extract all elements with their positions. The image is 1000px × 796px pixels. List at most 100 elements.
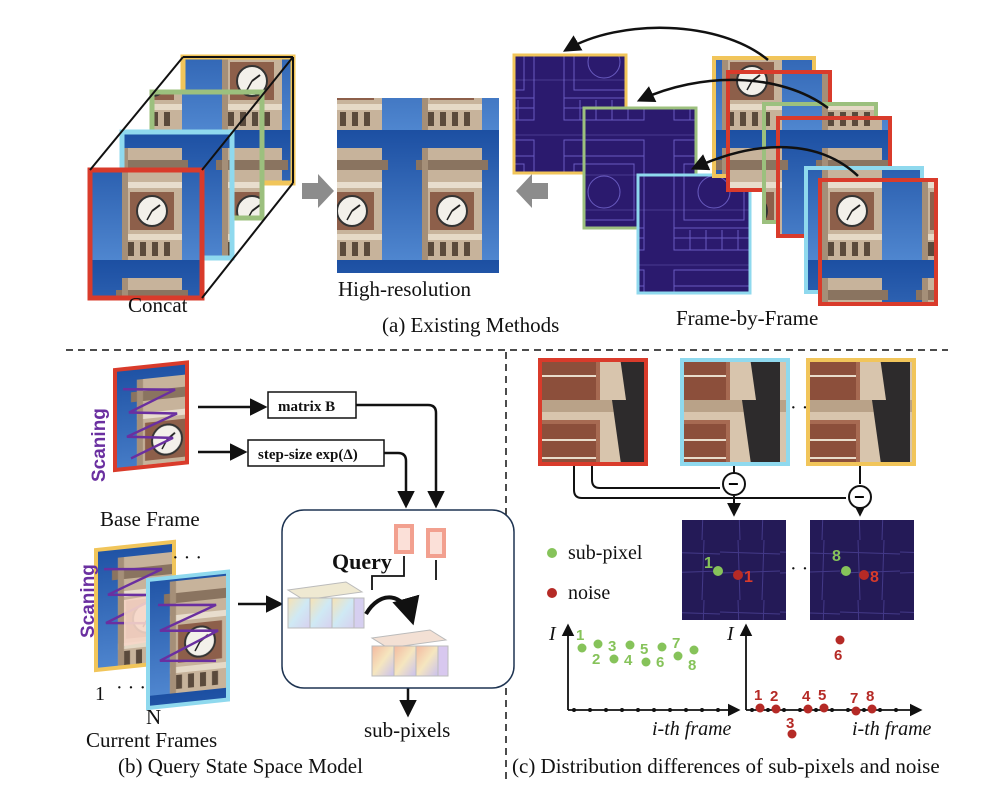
- diff-map-2-subpixel: [841, 566, 851, 576]
- subpixel-point-1: [577, 643, 587, 653]
- noise-baseline-tick: [782, 708, 786, 712]
- closeup-base: [538, 358, 648, 466]
- subpixel-point-label-6: 6: [656, 654, 664, 671]
- left-axis-i: I: [548, 623, 557, 645]
- diff-map-2-red-label: 8: [870, 569, 879, 586]
- hr-label: High-resolution: [338, 277, 471, 301]
- subpixel-baseline-tick: [636, 708, 640, 712]
- left-xlabel: i-th frame: [652, 718, 732, 740]
- subpixel-point-4: [625, 640, 635, 650]
- subpixel-point-label-7: 7: [672, 635, 680, 652]
- subpixel-point-7: [673, 651, 683, 661]
- scaning-label-bottom: Scaning: [78, 564, 99, 638]
- base-frame-image: [113, 360, 189, 473]
- subpixel-point-6: [657, 642, 667, 652]
- diff-map-1-noise: [733, 570, 743, 580]
- frames-ellipsis-bottom: · · ·: [116, 677, 146, 699]
- closeup-frame-n: [806, 358, 916, 466]
- subpixel-baseline-tick: [668, 708, 672, 712]
- matrix-b-box: [267, 391, 357, 419]
- diff-map-2-noise: [859, 570, 869, 580]
- minus-sign-2: −: [854, 487, 865, 507]
- caption-c: (c) Distribution differences of sub-pixe…: [512, 754, 940, 778]
- state-cubes-input: [286, 581, 365, 629]
- step-size-label: step-size exp(Δ): [258, 447, 358, 463]
- diff-map-2: [810, 520, 914, 620]
- subpixel-baseline-tick: [572, 708, 576, 712]
- subpixel-point-5: [641, 657, 651, 667]
- noise-point-label-4: 4: [802, 688, 811, 705]
- arrow-fbf-to-hr: [516, 174, 548, 208]
- noise-point-7: [851, 706, 861, 716]
- minus-circle-2: [848, 485, 872, 509]
- panel-a: Concat High-resolution Frame-by-Frame (a…: [87, 26, 938, 337]
- query-tokens: [394, 524, 446, 558]
- state-cubes-output: [370, 629, 449, 677]
- frame-pairs: [712, 56, 938, 306]
- diff-map-1-red-label: 1: [744, 569, 753, 586]
- base-frame-label: Base Frame: [100, 507, 200, 531]
- noise-point-label-6: 6: [834, 647, 842, 664]
- concat-stack: [87, 54, 296, 301]
- subpixel-baseline-tick: [700, 708, 704, 712]
- noise-point-label-3: 3: [786, 715, 794, 732]
- noise-baseline-tick: [878, 708, 882, 712]
- scaning-label-top: Scaning: [89, 408, 110, 482]
- matrix-b-label: matrix B: [278, 399, 335, 415]
- noise-point-label-5: 5: [818, 687, 826, 704]
- subpixel-baseline-tick: [604, 708, 608, 712]
- noise-baseline-tick: [814, 708, 818, 712]
- noise-point-5: [819, 703, 829, 713]
- diff-map-1: [682, 520, 786, 620]
- subpixel-point-label-3: 3: [608, 638, 616, 655]
- high-resolution-image: [337, 98, 499, 273]
- fbf-arrows: [562, 26, 859, 177]
- legend-noise-label: noise: [568, 582, 610, 604]
- panel-b: Scaning Base Frame matrix B step-size ex…: [78, 360, 515, 778]
- frame-1-label: 1: [95, 683, 105, 705]
- legend-noise-dot: [547, 588, 557, 598]
- ssm-transform-arrow: [364, 594, 420, 626]
- current-frames-label: Current Frames: [86, 728, 217, 752]
- subtract-connectors: [573, 466, 867, 517]
- noise-baseline-tick: [894, 708, 898, 712]
- right-plot: 1 234 5 6 7 8: [750, 635, 898, 739]
- query-label: Query: [332, 549, 392, 574]
- subpixel-baseline-tick: [716, 708, 720, 712]
- fbf-label: Frame-by-Frame: [676, 306, 818, 330]
- noise-point-label-1: 1: [754, 687, 762, 704]
- diff-map-1-subpixel: [713, 566, 723, 576]
- subpixel-point-label-5: 5: [640, 641, 648, 658]
- noise-baseline-tick: [830, 708, 834, 712]
- subpixel-point-label-8: 8: [688, 657, 696, 674]
- noise-point-6: [835, 635, 845, 645]
- noise-baseline-tick: [862, 708, 866, 712]
- current-frame-n: [146, 569, 230, 711]
- subpixel-point-label-2: 2: [592, 651, 600, 668]
- frame-n-label: N: [146, 705, 161, 729]
- subpixel-point-2: [593, 639, 603, 649]
- subpixel-baseline-tick: [684, 708, 688, 712]
- noise-baseline-tick: [846, 708, 850, 712]
- frames-ellipsis-top: · · ·: [172, 547, 202, 569]
- noise-baseline-tick: [750, 708, 754, 712]
- noise-point-label-2: 2: [770, 688, 778, 705]
- subpixel-point-label-1: 1: [576, 627, 584, 644]
- diff-map-2-green-label: 8: [832, 548, 841, 565]
- panel-c: · · · − − sub-pixel noise 1 1 · · · 8 8: [512, 358, 940, 778]
- subpixel-point-8: [689, 645, 699, 655]
- right-axis-i: I: [726, 623, 735, 645]
- subpixel-baseline-tick: [652, 708, 656, 712]
- noise-point-label-8: 8: [866, 688, 874, 705]
- subpixel-baseline-tick: [620, 708, 624, 712]
- noise-point-4: [803, 704, 813, 714]
- noise-point-8: [867, 704, 877, 714]
- subpixel-point-3: [609, 654, 619, 664]
- arrow-concat-to-hr: [302, 174, 334, 208]
- noise-point-3: [787, 729, 797, 739]
- noise-point-label-7: 7: [850, 690, 858, 707]
- sub-pixels-label: sub-pixels: [364, 718, 450, 742]
- legend-subpixel-dot: [547, 548, 557, 558]
